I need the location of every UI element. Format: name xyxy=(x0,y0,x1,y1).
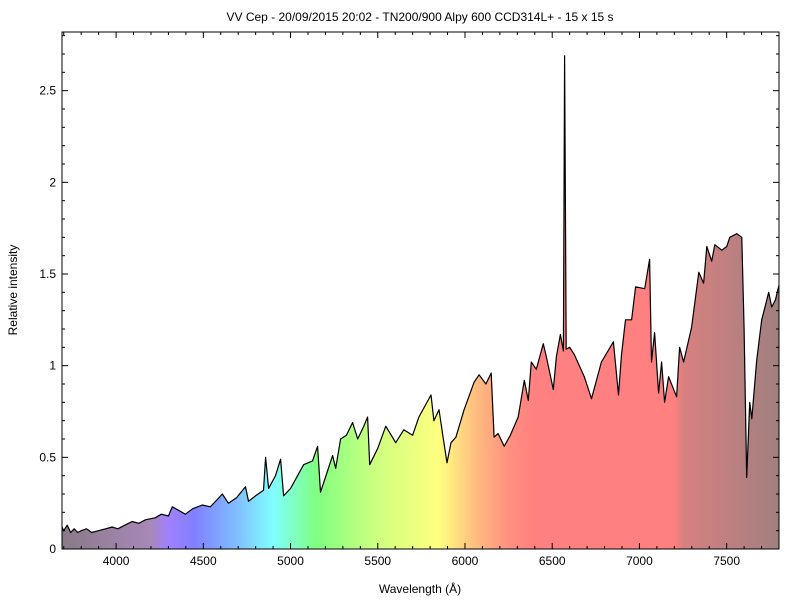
x-tick-label: 4000 xyxy=(103,554,130,568)
chart-title: VV Cep - 20/09/2015 20:02 - TN200/900 Al… xyxy=(226,10,613,24)
x-tick-label: 6500 xyxy=(539,554,566,568)
spectrum-line xyxy=(61,55,780,534)
y-tick-label: 2 xyxy=(49,175,56,189)
plot-area xyxy=(61,55,780,550)
x-tick-label: 5000 xyxy=(277,554,304,568)
y-tick-label: 0.5 xyxy=(39,450,56,464)
y-tick-label: 1 xyxy=(49,359,56,373)
spectrum-fill xyxy=(62,55,779,550)
y-tick-label: 2.5 xyxy=(39,84,56,98)
y-axis-label: Relative intensity xyxy=(6,245,20,336)
x-tick-label: 4500 xyxy=(190,554,217,568)
y-axis: 0 0.5 1 1.5 2 2.5 xyxy=(39,35,779,556)
x-tick-label: 5500 xyxy=(364,554,391,568)
x-tick-label: 6000 xyxy=(452,554,479,568)
x-tick-label: 7000 xyxy=(626,554,653,568)
x-axis-label: Wavelength (Å) xyxy=(379,581,461,596)
x-axis: 4000 4500 5000 5500 6000 6500 7000 7500 xyxy=(63,32,780,568)
plot-frame xyxy=(61,31,780,550)
x-tick-label: 7500 xyxy=(713,554,740,568)
y-tick-label: 0 xyxy=(49,542,56,556)
y-tick-label: 1.5 xyxy=(39,267,56,281)
